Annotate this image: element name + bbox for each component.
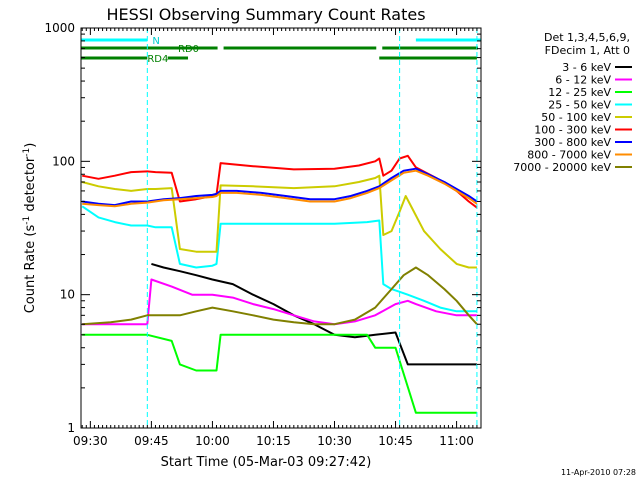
legend-label-2: 12 - 25 keV [548, 86, 611, 99]
x-tick-label-3: 10:15 [256, 434, 291, 448]
legend-header-line1: Det 1,3,4,5,6,9, [544, 31, 630, 44]
y-axis-label-sup2: -1 [22, 148, 32, 157]
legend-label-7: 800 - 7000 keV [527, 149, 611, 162]
series-line-1 [82, 278, 477, 326]
series-line-0 [151, 262, 477, 366]
flag-bars: N RD0 RD4 [81, 36, 481, 65]
plot-frame [80, 27, 482, 429]
legend-label-4: 50 - 100 keV [541, 111, 611, 124]
x-tick-label-6: 11:00 [439, 434, 474, 448]
series-line-8 [82, 266, 478, 326]
series-line-6 [82, 167, 478, 207]
y-axis-label: Count Rate (s-1 detector-1) [22, 143, 38, 314]
x-tick-label-1: 09:45 [134, 434, 169, 448]
y-axis-label-sup1: -1 [22, 216, 32, 225]
legend-label-6: 300 - 800 keV [534, 136, 611, 149]
y-axis-label-main: Count Rate (s [23, 225, 38, 314]
x-tick-label-0: 09:30 [73, 434, 108, 448]
legend-header-line2: FDecim 1, Att 0 [545, 44, 630, 57]
y-tick-label-3: 1000 [44, 21, 75, 35]
flag-n-label: N [152, 36, 159, 47]
x-tick-label-4: 10:30 [317, 434, 352, 448]
x-tick-label-2: 10:00 [195, 434, 230, 448]
y-axis-label-end: ) [23, 143, 38, 148]
flag-rd4-label: RD4 [147, 54, 168, 65]
legend-label-3: 25 - 50 keV [548, 99, 611, 112]
legend-label-8: 7000 - 20000 keV [513, 161, 611, 174]
y-tick-label-0: 1 [67, 421, 75, 435]
series-line-5 [82, 154, 478, 209]
x-tick-label-5: 10:45 [378, 434, 413, 448]
series-lines [81, 154, 478, 414]
series-line-3 [81, 205, 477, 313]
y-axis: 1 10 100 1000 [44, 21, 481, 435]
legend-label-0: 3 - 6 keV [562, 61, 611, 74]
series-line-4 [81, 174, 477, 269]
y-tick-label-1: 10 [60, 288, 75, 302]
legend-label-5: 100 - 300 keV [534, 124, 611, 137]
y-tick-label-2: 100 [52, 154, 75, 168]
series-line-2 [82, 333, 477, 414]
chart-title: HESSI Observing Summary Count Rates [106, 5, 425, 24]
y-axis-label-mid: detector [23, 156, 38, 216]
x-axis: 09:30 09:45 10:00 10:15 10:30 10:45 11:00 [73, 28, 482, 448]
series-line-7 [82, 169, 478, 208]
flag-rd0-label: RD0 [178, 44, 199, 55]
timestamp: 11-Apr-2010 07:28 [561, 468, 636, 477]
x-axis-label: Start Time (05-Mar-03 09:27:42) [161, 455, 372, 470]
legend-label-1: 6 - 12 keV [555, 74, 611, 87]
